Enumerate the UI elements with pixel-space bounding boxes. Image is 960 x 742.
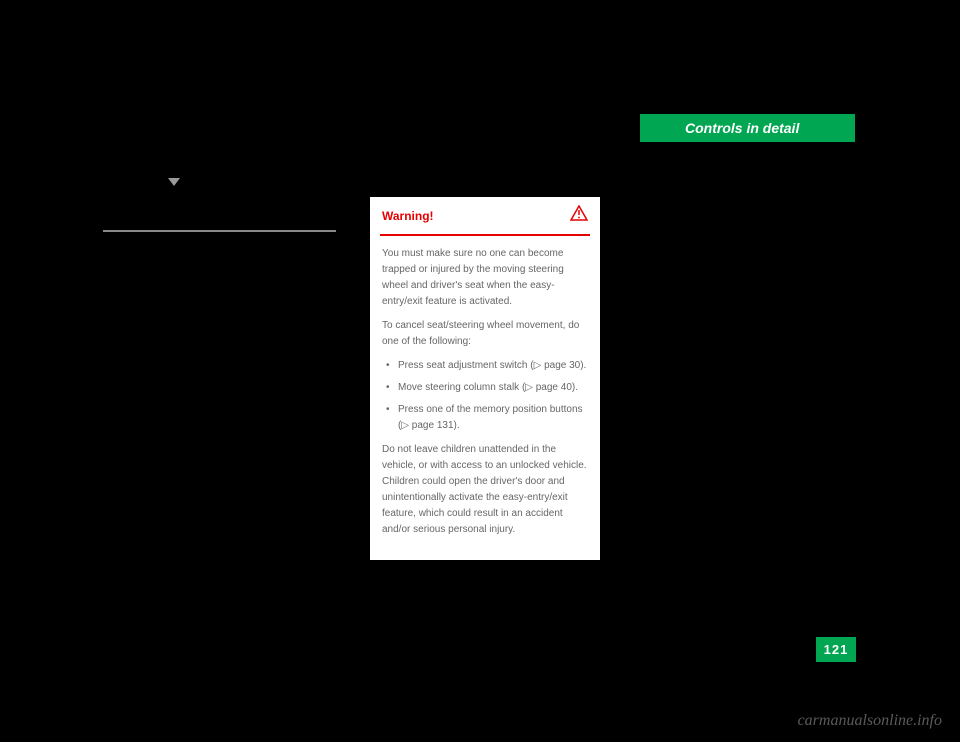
warning-title: Warning!	[382, 209, 434, 223]
warning-box: Warning! You must make sure no one can b…	[370, 197, 600, 560]
warning-list: Press seat adjustment switch (▷ page 30)…	[382, 358, 588, 434]
warning-para3: Do not leave children unattended in the …	[382, 442, 588, 538]
warning-bullet: Press one of the memory position buttons…	[382, 402, 588, 434]
section-title: Controls in detail	[685, 120, 799, 136]
warning-para2: To cancel seat/steering wheel movement, …	[382, 318, 588, 350]
page-number-box: 121	[816, 637, 856, 662]
warning-body: You must make sure no one can become tra…	[370, 236, 600, 560]
warning-bullet: Press seat adjustment switch (▷ page 30)…	[382, 358, 588, 374]
manual-page: Controls in detail Warning! You must mak…	[0, 0, 960, 742]
page-number: 121	[824, 642, 849, 657]
warning-para1: You must make sure no one can become tra…	[382, 246, 588, 310]
triangle-marker-icon	[168, 178, 180, 186]
warning-triangle-icon	[570, 205, 588, 226]
divider-line	[103, 230, 336, 232]
header-bar: Controls in detail	[640, 114, 855, 142]
warning-bullet: Move steering column stalk (▷ page 40).	[382, 380, 588, 396]
warning-header: Warning!	[370, 197, 600, 234]
watermark: carmanualsonline.info	[798, 712, 942, 730]
